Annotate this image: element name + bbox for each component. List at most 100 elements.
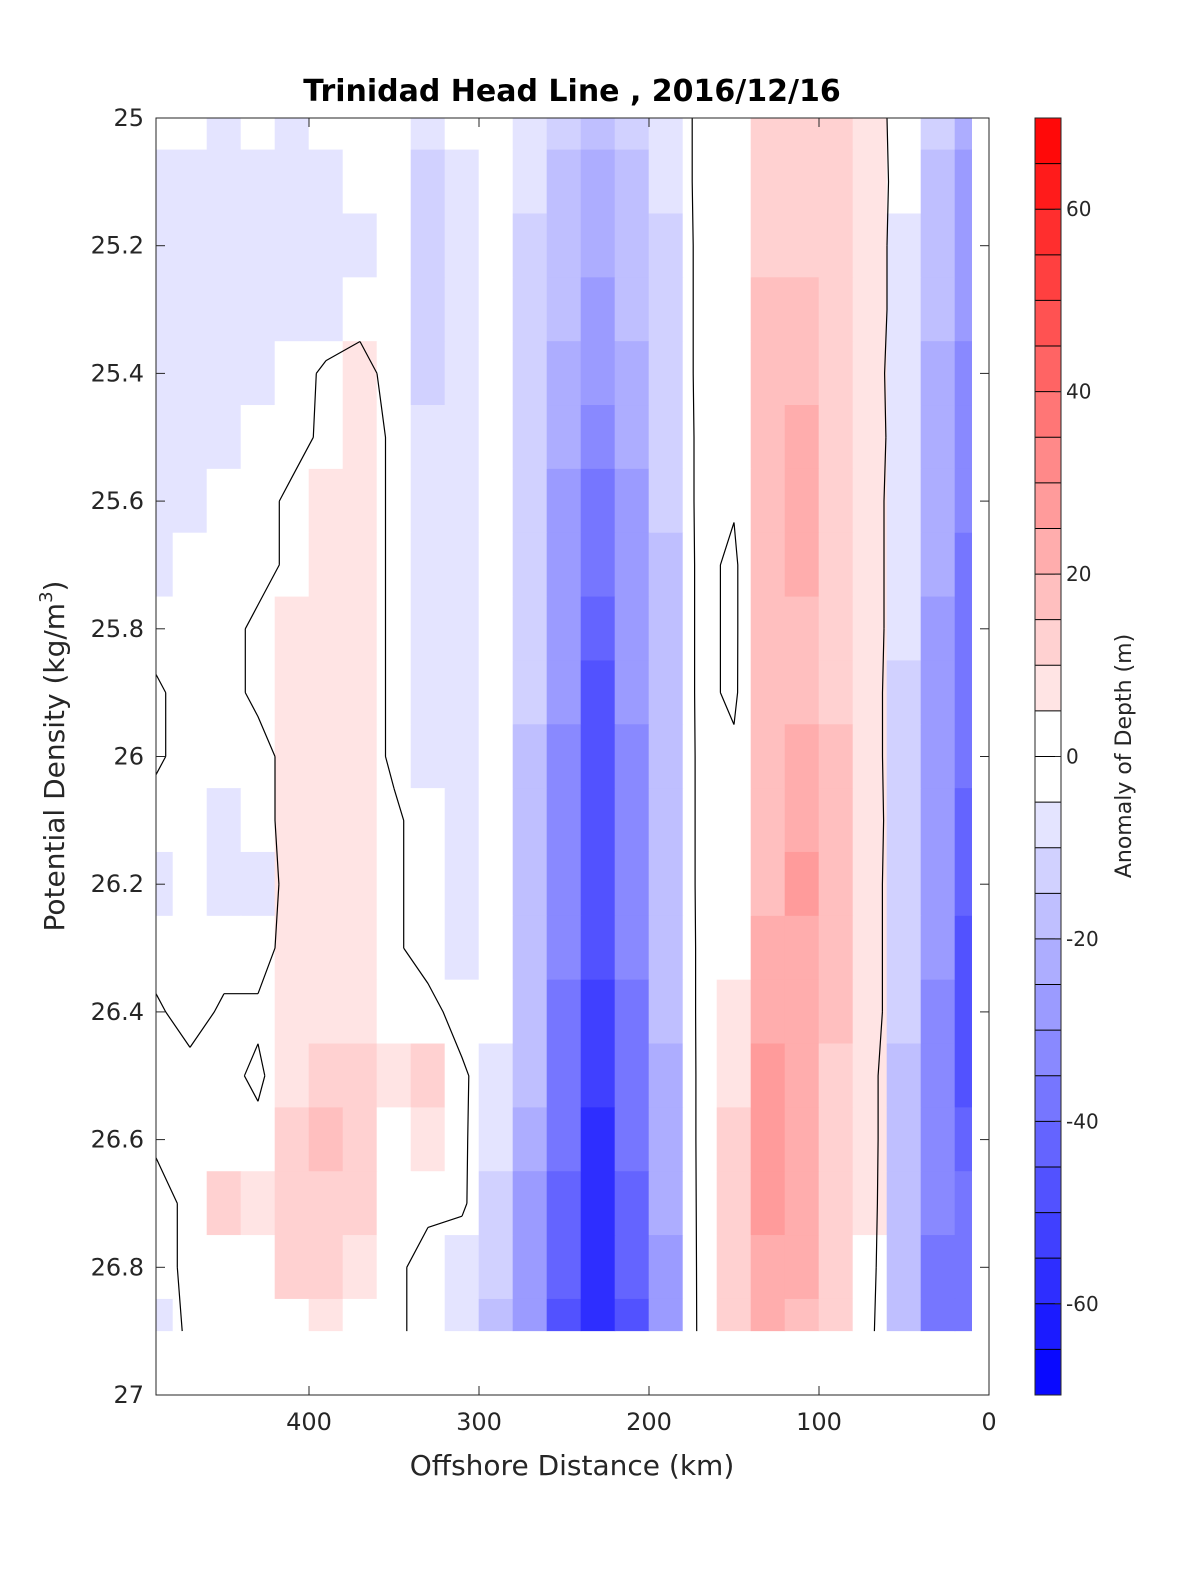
heatmap-cell	[172, 118, 208, 151]
heatmap-cell	[682, 277, 718, 342]
heatmap-cell	[716, 277, 752, 342]
heatmap-cell	[376, 468, 412, 534]
heatmap-cell	[546, 118, 582, 151]
heatmap-cell	[308, 277, 344, 342]
heatmap-cell	[716, 1171, 752, 1236]
heatmap-cell	[920, 1298, 956, 1332]
heatmap-cell	[206, 277, 242, 342]
heatmap-cell	[156, 1171, 174, 1236]
colorbar-band	[1035, 391, 1061, 438]
heatmap-cell	[240, 277, 276, 342]
heatmap-cell	[920, 277, 956, 342]
heatmap-cell	[716, 213, 752, 278]
heatmap-cell	[156, 660, 174, 725]
colorbar-band	[1035, 300, 1061, 347]
heatmap-cell	[274, 149, 310, 215]
heatmap-cell	[172, 851, 208, 917]
x-tick-label: 0	[981, 1408, 996, 1436]
heatmap-cell	[750, 532, 786, 598]
heatmap-cell	[410, 1043, 446, 1108]
heatmap-cell	[274, 1171, 310, 1236]
heatmap-cell	[410, 149, 446, 215]
heatmap-cell	[274, 118, 310, 151]
heatmap-cell	[852, 915, 888, 981]
heatmap-cell	[546, 532, 582, 598]
heatmap-cell	[784, 118, 820, 151]
heatmap-cell	[648, 979, 684, 1045]
heatmap-cell	[818, 149, 854, 215]
heatmap-cell	[648, 341, 684, 406]
heatmap-cell	[444, 596, 480, 662]
heatmap-cell	[410, 724, 446, 789]
heatmap-cell	[818, 1043, 854, 1108]
y-tick-label: 25.6	[91, 487, 144, 515]
heatmap-cell	[274, 851, 310, 917]
heatmap-cell	[614, 277, 650, 342]
heatmap-cell	[682, 660, 718, 725]
heatmap-cell	[920, 915, 956, 981]
heatmap-cell	[478, 1171, 514, 1236]
heatmap-cell	[444, 915, 480, 981]
heatmap-cell	[308, 213, 344, 278]
colorbar-tick-label: 20	[1066, 562, 1091, 586]
heatmap-cell	[750, 1298, 786, 1332]
heatmap-cell	[886, 979, 922, 1045]
heatmap-cell	[648, 851, 684, 917]
heatmap-cell	[478, 788, 514, 853]
heatmap-cell	[240, 118, 276, 151]
heatmap-cell	[240, 788, 276, 853]
heatmap-cell	[240, 851, 276, 917]
heatmap-cell	[784, 468, 820, 534]
heatmap-cell	[478, 1043, 514, 1108]
heatmap-cell	[206, 724, 242, 789]
heatmap-cell	[886, 468, 922, 534]
heatmap-cell	[750, 1043, 786, 1108]
colorbar-tick-label: 60	[1066, 197, 1091, 221]
heatmap-cell	[376, 1298, 412, 1332]
heatmap-cell	[274, 213, 310, 278]
heatmap-cell	[410, 1235, 446, 1300]
heatmap-cell	[546, 405, 582, 470]
heatmap-cell	[614, 149, 650, 215]
heatmap-cell	[546, 724, 582, 789]
heatmap-cell	[274, 1235, 310, 1300]
heatmap-cell	[172, 1107, 208, 1172]
heatmap-cell	[614, 1043, 650, 1108]
heatmap-cell	[342, 341, 378, 406]
heatmap-cell	[682, 915, 718, 981]
heatmap-cell	[444, 277, 480, 342]
heatmap-cell	[886, 213, 922, 278]
heatmap-cell	[376, 660, 412, 725]
y-tick-label: 25	[113, 104, 144, 132]
heatmap-cell	[716, 851, 752, 917]
heatmap-cell	[478, 405, 514, 470]
heatmap-cell	[614, 596, 650, 662]
heatmap-cell	[818, 724, 854, 789]
heatmap-cell	[342, 118, 378, 151]
heatmap-cell	[716, 724, 752, 789]
heatmap-cell	[784, 405, 820, 470]
y-tick-label: 25.4	[91, 359, 144, 387]
heatmap-cell	[852, 532, 888, 598]
heatmap-cell	[376, 724, 412, 789]
heatmap-cell	[682, 1235, 718, 1300]
heatmap-cell	[546, 149, 582, 215]
heatmap-cell	[444, 1171, 480, 1236]
heatmap-cell	[954, 468, 972, 534]
heatmap-cell	[954, 532, 972, 598]
heatmap-cell	[308, 118, 344, 151]
heatmap-cell	[750, 915, 786, 981]
heatmap-cell	[954, 1171, 972, 1236]
heatmap-cell	[410, 660, 446, 725]
heatmap-cell	[172, 213, 208, 278]
heatmap-cell	[156, 1298, 174, 1332]
heatmap-cell	[954, 596, 972, 662]
heatmap-cell	[410, 405, 446, 470]
colorbar-tick-label: -20	[1066, 927, 1099, 951]
heatmap-cell	[818, 405, 854, 470]
heatmap-cell	[444, 532, 480, 598]
heatmap-cell	[614, 979, 650, 1045]
heatmap-cell	[240, 149, 276, 215]
heatmap-cell	[478, 1107, 514, 1172]
heatmap-cell	[156, 149, 174, 215]
